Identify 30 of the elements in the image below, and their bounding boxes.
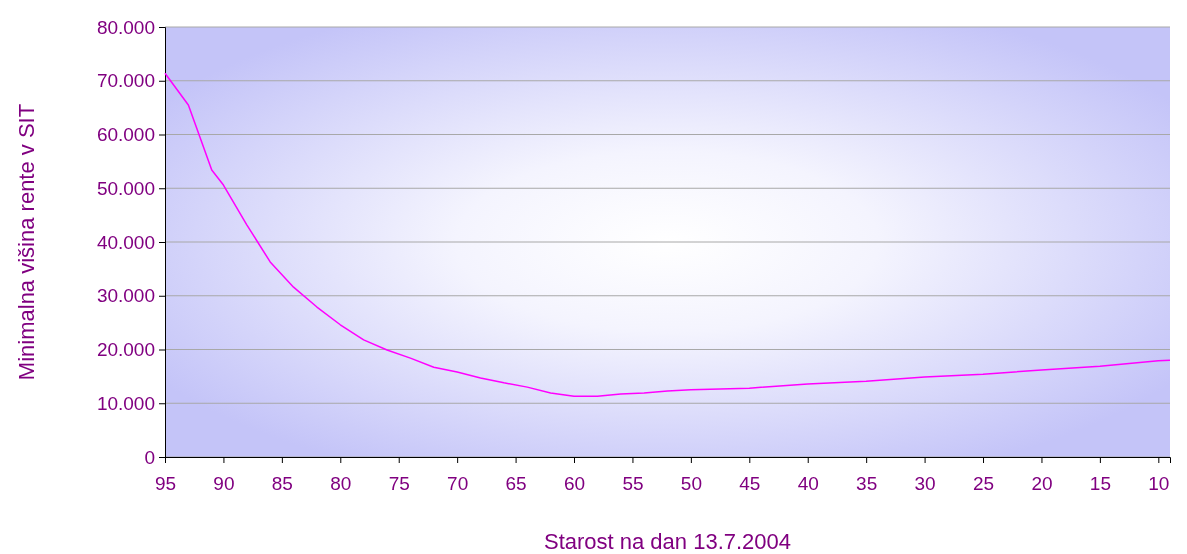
x-tick-label: 70 (447, 473, 469, 495)
x-tick-label: 65 (505, 473, 527, 495)
x-tick-label: 55 (622, 473, 644, 495)
x-tick-label: 85 (271, 473, 293, 495)
x-axis-title: Starost na dan 13.7.2004 (543, 529, 792, 554)
x-tick-label: 20 (1031, 473, 1053, 495)
x-tick-label: 80 (330, 473, 352, 495)
x-tick-label: 60 (563, 473, 586, 495)
x-tick-label: 35 (856, 473, 878, 495)
y-tick-label: 50.000 (96, 177, 155, 199)
x-tick-label: 10 (1148, 473, 1170, 495)
y-tick-label: 60.000 (96, 124, 155, 146)
y-axis-title: Minimalna višina rente v SIT (14, 103, 39, 381)
x-tick-label: 40 (797, 473, 819, 495)
x-tick-label: 50 (680, 473, 702, 495)
x-tick-label: 25 (972, 473, 995, 495)
x-tick-label: 15 (1089, 473, 1111, 495)
y-tick-label: 0 (144, 446, 155, 468)
x-tick-label: 75 (388, 473, 410, 495)
x-tick-label: 90 (213, 473, 235, 495)
x-tick-label: 30 (914, 473, 936, 495)
y-tick-label: 80.000 (96, 16, 155, 38)
x-tick-label: 45 (739, 473, 761, 495)
y-tick-label: 70.000 (96, 70, 155, 92)
y-tick-label: 40.000 (96, 231, 155, 253)
line-series (164, 72, 1171, 398)
x-tick-label: 95 (154, 473, 177, 495)
y-tick-label: 10.000 (96, 392, 155, 414)
y-tick-label: 30.000 (96, 285, 155, 307)
y-tick-label: 20.000 (96, 339, 155, 361)
